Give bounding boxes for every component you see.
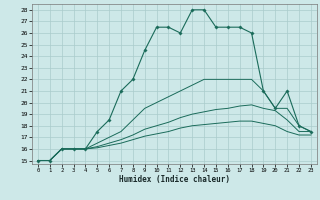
X-axis label: Humidex (Indice chaleur): Humidex (Indice chaleur) (119, 175, 230, 184)
